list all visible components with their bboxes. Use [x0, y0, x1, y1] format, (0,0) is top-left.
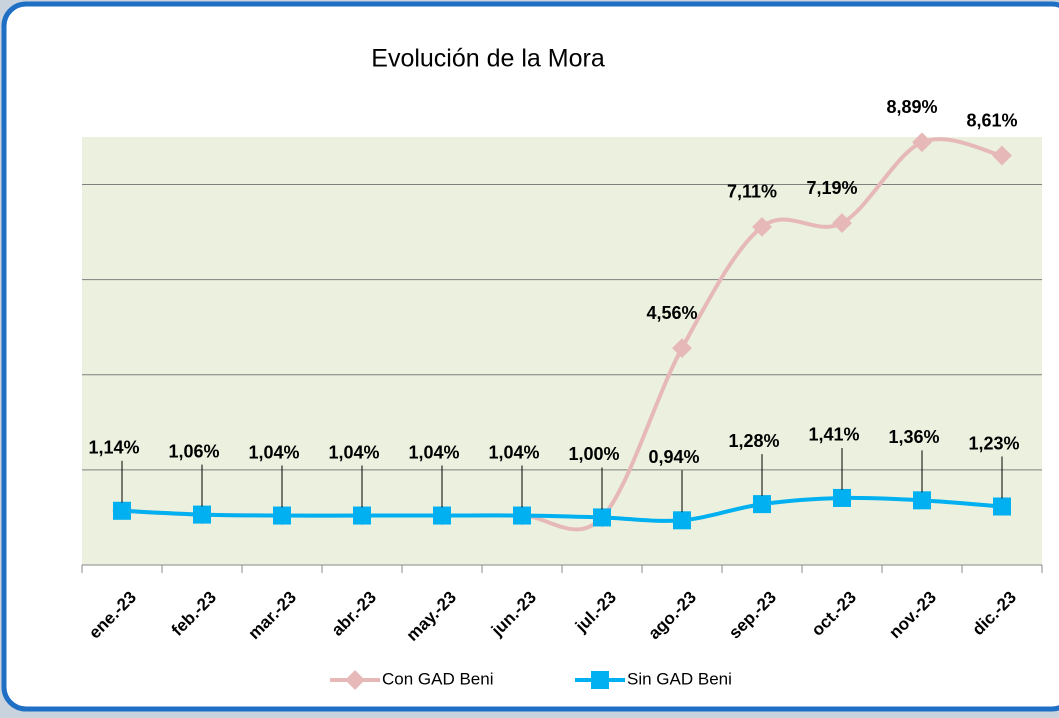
- data-label: 1,04%: [408, 442, 459, 462]
- marker: [353, 506, 371, 525]
- data-label: 1,41%: [808, 425, 859, 445]
- plot-area: [82, 137, 1042, 565]
- legend-marker: [345, 670, 365, 690]
- marker: [193, 505, 211, 524]
- data-label: 0,94%: [648, 447, 699, 467]
- marker: [273, 506, 291, 525]
- data-label: 7,11%: [727, 182, 777, 202]
- legend-label: Con GAD Beni: [382, 669, 494, 688]
- chart-title: Evolución de la Mora: [371, 45, 605, 73]
- data-label: 1,14%: [88, 438, 139, 458]
- data-label: 1,23%: [968, 433, 1019, 453]
- marker: [113, 501, 131, 520]
- marker: [672, 338, 692, 359]
- data-label: 1,04%: [248, 442, 299, 462]
- legend-marker: [591, 671, 609, 689]
- marker: [433, 506, 451, 525]
- legend-label: Sin GAD Beni: [627, 669, 732, 688]
- marker: [833, 488, 851, 507]
- data-label: 4,56%: [646, 303, 697, 323]
- data-label: 1,06%: [168, 441, 219, 461]
- data-label: 1,36%: [888, 427, 939, 447]
- marker: [753, 495, 771, 514]
- marker: [593, 508, 611, 527]
- marker: [513, 506, 531, 525]
- marker: [673, 511, 691, 530]
- data-label: 1,00%: [568, 444, 619, 464]
- data-label: 8,61%: [966, 110, 1017, 130]
- data-label: 7,19%: [806, 178, 857, 198]
- data-label: 1,28%: [728, 431, 779, 451]
- data-label: 1,04%: [328, 442, 379, 462]
- data-label: 1,04%: [488, 442, 539, 462]
- marker: [913, 491, 931, 510]
- marker: [993, 497, 1011, 516]
- data-label: 8,89%: [886, 97, 937, 117]
